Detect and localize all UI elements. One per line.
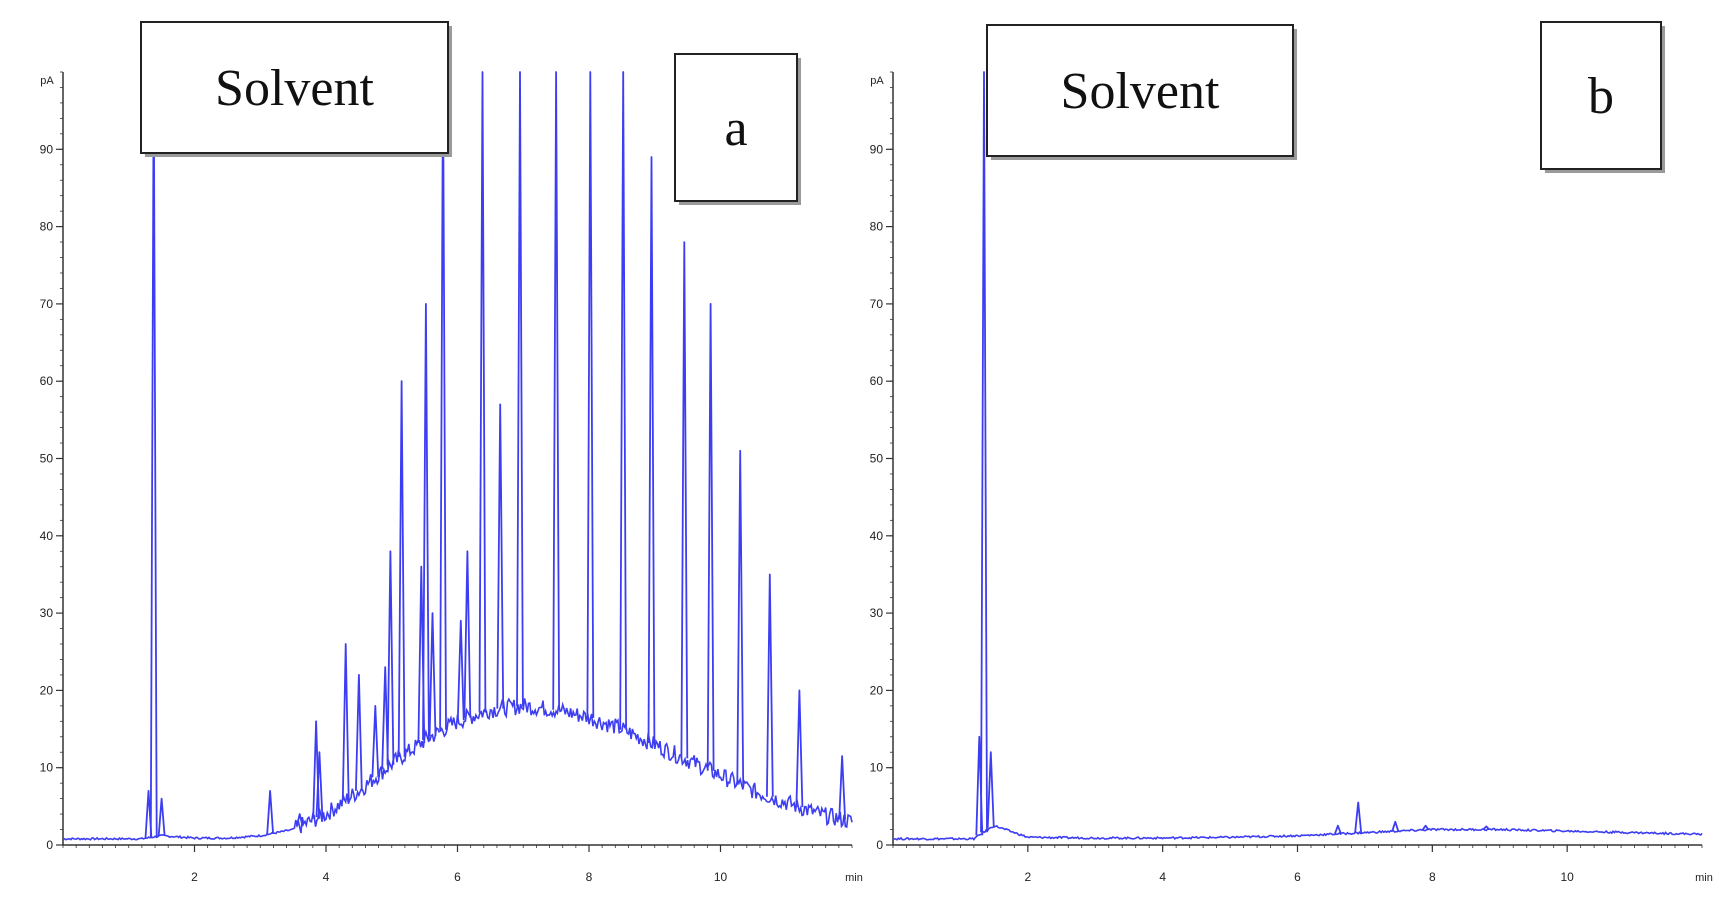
- solvent-label-box-text: Solvent: [215, 60, 374, 117]
- y-tick-label: 80: [40, 220, 54, 234]
- chart-panel-b: 0 10 20 30 40 50 60 70 80 90 2 4 6 8 10 pA min Solvent b: [870, 21, 1713, 884]
- y-unit-label: pA: [40, 75, 54, 87]
- peak: [422, 303, 430, 740]
- peak: [496, 403, 505, 709]
- y-tick-label: 30: [870, 606, 884, 620]
- x-tick-label: 4: [1159, 870, 1166, 884]
- solvent-label-box: Solvent: [140, 21, 452, 157]
- peak: [439, 71, 447, 730]
- y-tick-label: 70: [870, 297, 884, 311]
- peak: [516, 71, 524, 707]
- y-tick-label: 0: [876, 838, 883, 852]
- peak: [386, 550, 395, 765]
- peak: [1482, 825, 1490, 831]
- peak: [456, 619, 465, 721]
- peak: [149, 71, 158, 838]
- y-tick-label: 60: [40, 374, 54, 388]
- box-frame: [140, 21, 449, 154]
- panel-letter-box: b: [1540, 21, 1665, 173]
- peak: [619, 71, 627, 730]
- y-tick-label: 10: [870, 761, 884, 775]
- peak: [355, 674, 363, 791]
- chart-panel-a: 0 10 20 30 40 50 60 70 80 90 2 4 6 8 10 pA min Solvent a: [40, 21, 863, 884]
- peak: [586, 71, 595, 718]
- peak: [795, 689, 804, 808]
- y-tick-label: 80: [870, 220, 884, 234]
- peak: [838, 755, 846, 820]
- peak: [736, 449, 745, 785]
- peak: [371, 705, 380, 778]
- peak: [397, 380, 406, 757]
- peak: [647, 156, 656, 744]
- peak: [680, 241, 689, 759]
- y-tick-label: 40: [870, 529, 884, 543]
- peak: [1334, 824, 1342, 835]
- y-tick-label: 10: [40, 761, 54, 775]
- peak: [706, 303, 715, 771]
- y-tick-label: 90: [870, 142, 884, 156]
- x-unit-label: min: [845, 872, 863, 884]
- solvent-label-box: Solvent: [986, 24, 1297, 160]
- y-tick-label: 70: [40, 297, 54, 311]
- solvent-label-box-text: Solvent: [1061, 63, 1220, 120]
- peak: [986, 751, 995, 828]
- baseline-trace: [892, 824, 1703, 841]
- box-frame: [1540, 21, 1662, 170]
- y-tick-label: 20: [870, 683, 884, 697]
- x-tick-label: 10: [1560, 870, 1574, 884]
- peak: [428, 612, 437, 737]
- y-tick-label: 60: [870, 374, 884, 388]
- y-unit-label: pA: [870, 75, 884, 87]
- peak: [341, 643, 350, 801]
- x-tick-label: 4: [323, 870, 330, 884]
- peak: [1354, 801, 1363, 833]
- x-unit-label: min: [1695, 872, 1713, 884]
- y-tick-label: 90: [40, 142, 54, 156]
- panel-letter-box-text: b: [1588, 68, 1614, 125]
- box-frame: [674, 53, 798, 202]
- peak: [295, 813, 304, 827]
- x-tick-label: 2: [1024, 870, 1031, 884]
- y-tick-label: 30: [40, 606, 54, 620]
- y-tick-label: 50: [870, 452, 884, 466]
- peak: [980, 71, 988, 833]
- panel-letter-box: a: [674, 53, 801, 205]
- x-tick-label: 10: [714, 870, 728, 884]
- peak: [1421, 824, 1430, 831]
- y-tick-label: 40: [40, 529, 54, 543]
- peak: [266, 790, 274, 834]
- peak: [478, 71, 487, 713]
- peak: [315, 751, 324, 818]
- y-tick-label: 0: [46, 838, 53, 852]
- x-tick-label: 2: [191, 870, 198, 884]
- peak: [766, 573, 774, 797]
- x-tick-label: 6: [1294, 870, 1301, 884]
- x-tick-label: 6: [454, 870, 461, 884]
- peak: [157, 797, 166, 836]
- x-tick-label: 8: [1429, 870, 1436, 884]
- peak: [463, 550, 472, 718]
- box-frame: [986, 24, 1294, 157]
- panel-letter-box-text: a: [724, 100, 747, 157]
- y-tick-label: 50: [40, 452, 54, 466]
- x-tick-label: 8: [586, 870, 593, 884]
- y-tick-label: 20: [40, 683, 54, 697]
- peak: [1391, 820, 1400, 832]
- peak: [552, 71, 560, 710]
